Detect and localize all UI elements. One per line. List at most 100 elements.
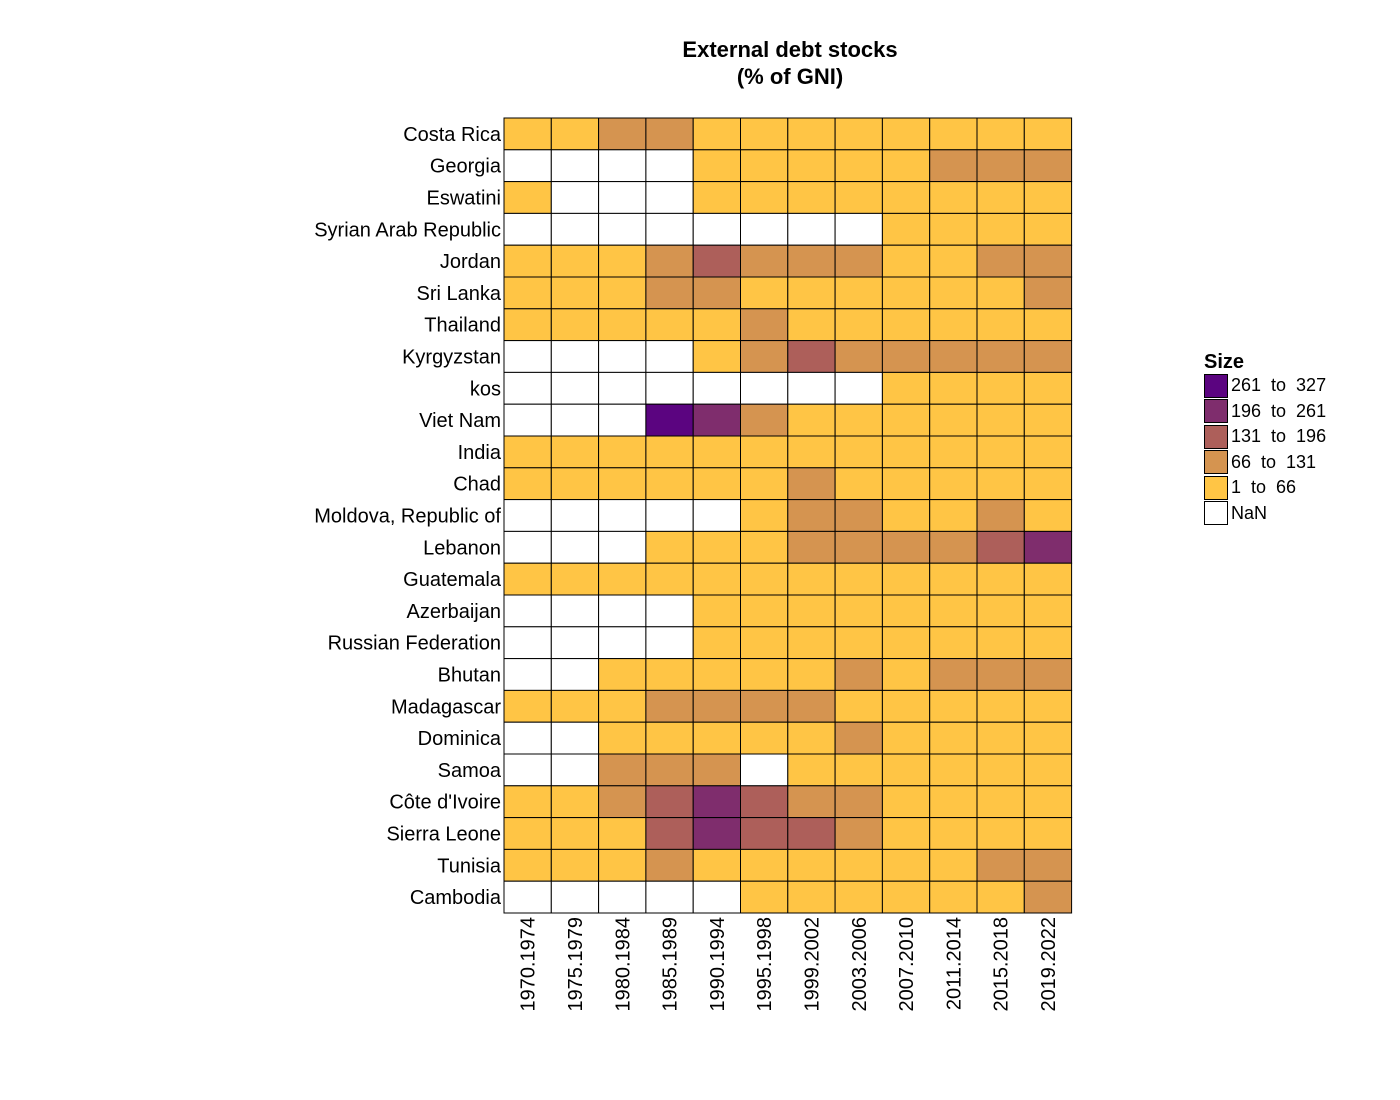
heatmap-cell <box>503 721 552 755</box>
heatmap-cell <box>598 308 647 342</box>
heatmap-cell <box>929 753 978 787</box>
heatmap-cell <box>692 626 742 660</box>
heatmap-cell <box>645 880 694 914</box>
row-label: Tunisia <box>437 855 502 877</box>
heatmap-cell <box>692 244 742 278</box>
heatmap-cell <box>692 499 742 532</box>
heatmap-cell <box>598 530 647 564</box>
heatmap-cell <box>645 785 694 819</box>
column-label: 2011.2014 <box>943 917 965 1010</box>
heatmap-cell <box>787 308 836 342</box>
legend-title: Size <box>1204 351 1245 373</box>
heatmap-cell <box>881 467 931 501</box>
heatmap-cell <box>1023 562 1073 596</box>
heatmap-cell <box>645 530 694 564</box>
heatmap-cell <box>881 817 931 850</box>
heatmap-cell <box>834 753 883 787</box>
heatmap-cell <box>976 181 1025 214</box>
heatmap-cell <box>787 562 836 596</box>
heatmap-cell <box>740 753 789 787</box>
heatmap-cell <box>740 562 789 596</box>
heatmap-cell <box>929 626 978 660</box>
heatmap-cell <box>598 371 647 405</box>
row-label: Samoa <box>438 760 502 782</box>
column-label: 1975.1979 <box>565 917 587 1012</box>
heatmap-cell <box>976 626 1025 660</box>
heatmap-cell <box>550 658 600 691</box>
heatmap-cell <box>881 880 931 914</box>
heatmap-cell <box>881 340 931 373</box>
heatmap-cell <box>929 403 978 437</box>
heatmap-cell <box>692 721 742 755</box>
heatmap-cell <box>1023 530 1073 564</box>
heatmap-cell <box>881 658 931 691</box>
heatmap-cell <box>929 117 978 151</box>
heatmap-cell <box>740 340 789 373</box>
heatmap-cell <box>834 530 883 564</box>
heatmap-cell <box>834 181 883 214</box>
heatmap-cell <box>1023 244 1073 278</box>
heatmap-cell <box>550 499 600 532</box>
heatmap-cell <box>834 689 883 723</box>
heatmap-cell <box>1023 308 1073 342</box>
heatmap-cell <box>787 721 836 755</box>
row-label: Côte d'Ivoire <box>389 792 501 814</box>
heatmap-cell <box>598 499 647 532</box>
heatmap-cell <box>976 562 1025 596</box>
legend-label: NaN <box>1231 502 1268 523</box>
heatmap-cell <box>550 594 600 628</box>
heatmap-cell <box>503 308 552 342</box>
heatmap-cell <box>1023 499 1073 532</box>
row-label: Georgia <box>430 156 502 178</box>
legend-swatch <box>1204 450 1228 475</box>
heatmap-cell <box>787 117 836 151</box>
heatmap-cell <box>787 403 836 437</box>
heatmap-cell <box>834 276 883 310</box>
heatmap-cell <box>787 244 836 278</box>
row-label: Costa Rica <box>403 124 502 146</box>
legend-item: 131 to 196 <box>1204 424 1364 450</box>
column-label: 1999.2002 <box>801 917 823 1012</box>
row-label: India <box>458 442 502 464</box>
row-label: Guatemala <box>403 569 502 591</box>
heatmap-cell <box>550 817 600 850</box>
heatmap-cell <box>929 658 978 691</box>
row-label: kos <box>470 378 501 400</box>
heatmap-cell <box>598 340 647 373</box>
heatmap-cell <box>550 880 600 914</box>
row-label: Lebanon <box>423 537 501 559</box>
row-label: Sierra Leone <box>386 824 501 846</box>
heatmap-cell <box>550 562 600 596</box>
heatmap-cell <box>645 499 694 532</box>
heatmap-cell <box>740 467 789 501</box>
heatmap-cell <box>1023 340 1073 373</box>
heatmap-cell <box>503 689 552 723</box>
row-label: Viet Nam <box>419 410 501 432</box>
heatmap-cell <box>503 371 552 405</box>
heatmap-cell <box>834 848 883 882</box>
heatmap-cell <box>834 149 883 183</box>
heatmap-cell <box>645 435 694 469</box>
heatmap-cell <box>598 880 647 914</box>
heatmap-cell <box>1023 371 1073 405</box>
heatmap-cell <box>740 149 789 183</box>
heatmap-cell <box>598 212 647 246</box>
column-label: 1980.1984 <box>612 917 634 1012</box>
heatmap-cell <box>503 594 552 628</box>
heatmap-cell <box>881 244 931 278</box>
heatmap-cell <box>929 371 978 405</box>
heatmap-cell <box>503 848 552 882</box>
row-label: Bhutan <box>438 665 501 687</box>
heatmap-cell <box>834 594 883 628</box>
heatmap-cell <box>834 817 883 850</box>
heatmap-cell <box>645 181 694 214</box>
legend-swatch <box>1204 424 1228 449</box>
heatmap-cell <box>550 626 600 660</box>
heatmap-cell <box>1023 817 1073 850</box>
heatmap-cell <box>881 626 931 660</box>
heatmap-cell <box>645 212 694 246</box>
heatmap-cell <box>834 626 883 660</box>
column-label: 2007.2010 <box>896 917 918 1012</box>
heatmap-cell <box>834 340 883 373</box>
heatmap-cell <box>645 340 694 373</box>
